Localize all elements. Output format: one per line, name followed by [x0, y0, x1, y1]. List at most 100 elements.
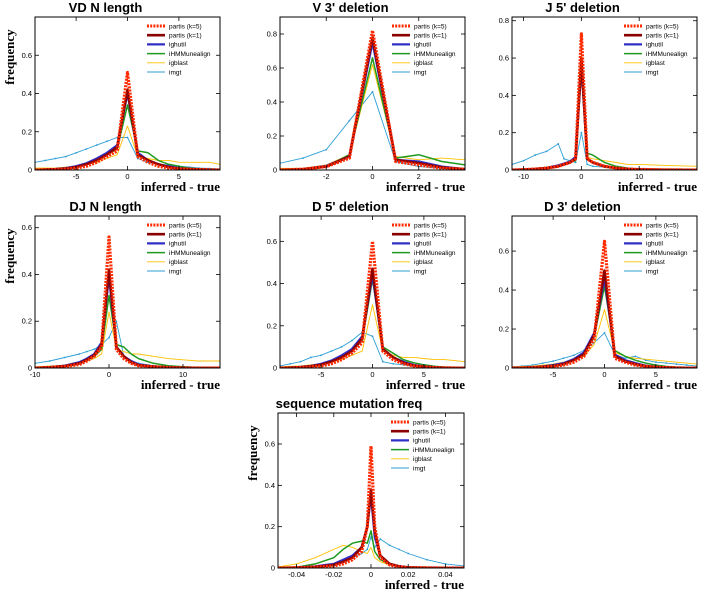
x-tick-label: 2 [417, 172, 421, 181]
series-line-imgt [512, 132, 697, 170]
series-line-partis-k-1 [35, 88, 220, 170]
imgt-point [388, 544, 391, 547]
y-tick-label: 0.4 [499, 91, 509, 100]
x-axis-label: inferred - true [618, 179, 697, 194]
imgt-point [534, 154, 537, 156]
x-tick-label: 5 [422, 370, 426, 379]
imgt-point [289, 362, 292, 365]
y-tick-label: 0.4 [265, 481, 275, 490]
imgt-point [675, 363, 678, 366]
imgt-point [425, 558, 428, 561]
y-tick-label: 0.4 [267, 98, 277, 107]
chart-title: sequence mutation freq [276, 396, 423, 411]
imgt-point [309, 356, 312, 359]
x-tick-label: 5 [654, 370, 658, 379]
x-tick-label: 0 [370, 172, 374, 181]
legend-label-partis-k-5: partis (k=5) [169, 222, 202, 229]
y-tick-label: 0.2 [499, 128, 509, 137]
imgt-point [320, 354, 323, 357]
legend-label-partis-k-1: partis (k=1) [646, 232, 679, 239]
x-tick-label: -5 [73, 172, 80, 181]
chart-panel-sequence-mutation-freq: -0.04 -0.02 0 0.02 0.04 0 0.2 0.4 0.6 sequence mu… [245, 396, 465, 592]
imgt-point [108, 336, 110, 339]
x-tick-label: 10 [179, 370, 187, 379]
chart-panel-v-3-deletion: -2 0 2 0 0.2 0.4 0.6 0.8 V 3' deletion inferred -… [267, 0, 466, 194]
chart-panel-d-3-deletion: -5 0 5 0 0.2 0.4 0.6 D 3' deletion inferred - tr… [499, 199, 698, 392]
legend-label-ighutil: ighutil [414, 42, 432, 49]
x-tick-label: 0 [602, 370, 606, 379]
series-line-ihmmunealign [280, 278, 465, 368]
y-tick-label: 0.6 [22, 51, 32, 60]
y-tick-label: 0 [505, 166, 509, 175]
series-line-imgt [278, 536, 464, 568]
legend-label-ihmmunealign: iHMMunealign [414, 250, 456, 257]
y-tick-label: 0 [273, 166, 277, 175]
legend-label-imgt: imgt [414, 69, 426, 76]
series-line-ighutil [512, 64, 697, 170]
legend-label-imgt: imgt [169, 69, 181, 76]
series-line-partis-k-1 [278, 488, 464, 568]
legend-label-partis-k-1: partis (k=1) [414, 232, 447, 239]
y-tick-label: 0.6 [499, 54, 509, 63]
imgt-point [330, 350, 333, 353]
y-tick-label: 0.2 [22, 127, 32, 136]
imgt-point [63, 356, 66, 359]
imgt-point [603, 332, 606, 334]
imgt-point [398, 548, 400, 551]
plot-frame [511, 215, 698, 369]
series-line-ighutil [512, 277, 697, 368]
imgt-point [78, 353, 81, 355]
x-tick-label: -5 [318, 370, 325, 379]
y-tick-label: 0 [271, 564, 275, 573]
y-axis-label: frequency [2, 29, 17, 85]
legend-label-ihmmunealign: iHMMunealign [414, 51, 456, 58]
legend-label-ighutil: ighutil [169, 241, 187, 248]
imgt-point [302, 157, 305, 160]
imgt-point [371, 335, 374, 338]
imgt-point [106, 140, 108, 143]
legend-label-partis-k-5: partis (k=5) [646, 222, 679, 229]
x-tick-label: -2 [323, 172, 330, 181]
chart-title: J 5' deletion [545, 0, 620, 15]
legend-label-ighutil: ighutil [169, 42, 187, 49]
legend-label-igblast: igblast [646, 259, 665, 266]
series-line-igblast [512, 76, 697, 170]
series-line-ihmmunealign [512, 70, 697, 170]
series-line-imgt [35, 137, 220, 170]
x-tick-label: -10 [30, 370, 41, 379]
series-line-ighutil [280, 274, 465, 368]
y-tick-label: 0 [273, 364, 277, 373]
imgt-point [407, 552, 410, 555]
y-axis-label: frequency [245, 425, 260, 481]
series-line-partis-k-5 [35, 70, 220, 170]
imgt-point [562, 357, 565, 360]
imgt-point [634, 355, 637, 358]
legend-label-igblast: igblast [414, 60, 433, 67]
imgt-point [557, 142, 560, 145]
legend-label-imgt: imgt [646, 268, 658, 275]
y-tick-label: 0.4 [22, 89, 32, 98]
y-tick-label: 0.4 [499, 286, 509, 295]
x-tick-label: -0.04 [288, 570, 305, 579]
plot-frame [34, 215, 221, 369]
y-tick-label: 0.6 [267, 64, 277, 73]
imgt-point [54, 157, 57, 160]
imgt-point [351, 339, 353, 342]
legend-label-ihmmunealign: iHMMunealign [169, 51, 211, 58]
series-line-partis-k-5 [512, 32, 697, 170]
y-tick-label: 0.2 [265, 522, 275, 531]
legend-label-partis-k-1: partis (k=1) [646, 33, 679, 40]
legend-label-partis-k-1: partis (k=1) [169, 33, 202, 40]
legend-label-igblast: igblast [413, 456, 432, 463]
imgt-point [379, 538, 382, 540]
x-tick-label: 0 [369, 570, 373, 579]
legend-label-igblast: igblast [414, 259, 433, 266]
series-line-ighutil [280, 41, 465, 170]
y-tick-label: 0.2 [267, 132, 277, 141]
chart-panel-j-5-deletion: -10 0 10 0 0.2 0.4 0.6 0.8 J 5' deletion inferred… [499, 0, 698, 194]
imgt-point [552, 360, 555, 363]
y-axis-label: frequency [2, 228, 17, 284]
legend-label-imgt: imgt [414, 268, 426, 275]
x-axis-label: inferred - true [141, 179, 220, 194]
